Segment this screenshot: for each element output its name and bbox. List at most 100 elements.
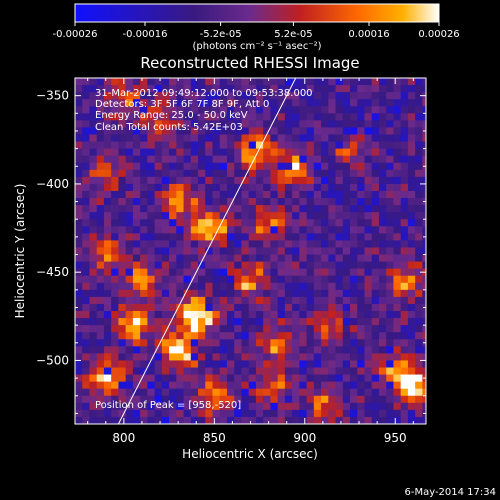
heatmap-cell [255,296,264,305]
heatmap-cell [400,339,409,347]
heatmap-cell [422,360,426,369]
heatmap-cell [306,176,315,185]
heatmap-cell [328,325,337,333]
heatmap-cell [277,176,286,185]
heatmap-cell [386,388,395,397]
heatmap-cell [219,162,228,171]
heatmap-cell [263,296,272,305]
solar-limb-line [117,78,297,424]
heatmap-cell [292,169,300,178]
heatmap-cell [118,176,127,185]
heatmap-cell [313,155,322,164]
heatmap-cell [198,416,206,424]
heatmap-cell [350,99,358,107]
heatmap-cell [270,78,279,86]
heatmap-cell [335,183,344,192]
heatmap-cell [299,289,308,298]
heatmap-cell [241,113,250,121]
heatmap-cell [169,240,177,249]
heatmap-cell [277,205,286,213]
heatmap-cell [205,374,214,383]
heatmap-cell [96,325,105,333]
heatmap-cell [306,303,315,312]
heatmap-cell [350,282,358,291]
heatmap-cell [342,282,351,291]
heatmap-cell [284,381,293,390]
heatmap-cell [422,318,426,326]
heatmap-cell [140,261,148,270]
heatmap-cell [140,416,148,424]
heatmap-cell [169,198,177,206]
heatmap-cell [75,289,83,298]
heatmap-cell [103,198,112,206]
heatmap-cell [241,92,250,100]
colorbar-tick-label: -0.00026 [53,29,98,40]
heatmap-cell [169,99,177,107]
heatmap-cell [357,212,366,220]
heatmap-cell [219,205,228,213]
heatmap-cell [205,162,214,171]
heatmap-cell [342,190,351,199]
heatmap-cell [82,148,91,157]
heatmap-cell [212,198,221,206]
heatmap-cell [270,226,279,234]
heatmap-cell [335,339,344,347]
heatmap-cell [313,374,322,383]
heatmap-cell [241,134,250,143]
heatmap-cell [277,346,286,354]
heatmap-cell [306,318,315,326]
heatmap-cell [350,261,358,270]
heatmap-cell [212,388,221,397]
heatmap-cell [393,325,402,333]
heatmap-cell [393,127,402,136]
heatmap-cell [263,198,272,206]
heatmap-cell [299,247,308,256]
heatmap-cell [357,113,366,121]
heatmap-cell [75,303,83,312]
heatmap-cell [176,85,185,93]
heatmap-cell [407,198,416,206]
heatmap-cell [125,205,134,213]
heatmap-cell [226,219,235,227]
heatmap-cell [205,289,214,298]
heatmap-cell [183,113,192,121]
heatmap-cell [299,374,308,383]
heatmap-cell [350,416,358,424]
heatmap-cell [371,339,380,347]
heatmap-cell [140,198,148,206]
heatmap-cell [82,205,91,213]
heatmap-cell [313,318,322,326]
heatmap-cell [111,367,120,376]
heatmap-cell [342,374,351,383]
heatmap-cell [118,78,127,86]
heatmap-cell [415,120,423,129]
heatmap-cell [248,318,257,326]
heatmap-cell [169,416,177,424]
heatmap-cell [212,190,221,199]
heatmap-cell [306,353,315,362]
heatmap-cell [103,346,112,354]
heatmap-cell [241,381,250,390]
heatmap-cell [342,247,351,256]
heatmap-cell [415,162,423,171]
heatmap-cell [299,176,308,185]
heatmap-cell [407,311,416,319]
heatmap-cell [400,303,409,312]
heatmap-cell [255,409,264,418]
heatmap-cell [270,141,279,150]
heatmap-cell [284,183,293,192]
heatmap-cell [226,311,235,319]
heatmap-cell [284,325,293,333]
heatmap-cell [89,219,98,227]
heatmap-cell [219,416,228,424]
heatmap-cell [378,254,387,263]
heatmap-cell [161,282,170,291]
heatmap-cell [132,318,141,326]
heatmap-cell [386,311,395,319]
heatmap-cell [190,247,199,256]
heatmap-cell [378,205,387,213]
heatmap-cell [400,416,409,424]
heatmap-cell [89,311,98,319]
heatmap-cell [364,85,373,93]
heatmap-cell [270,318,279,326]
